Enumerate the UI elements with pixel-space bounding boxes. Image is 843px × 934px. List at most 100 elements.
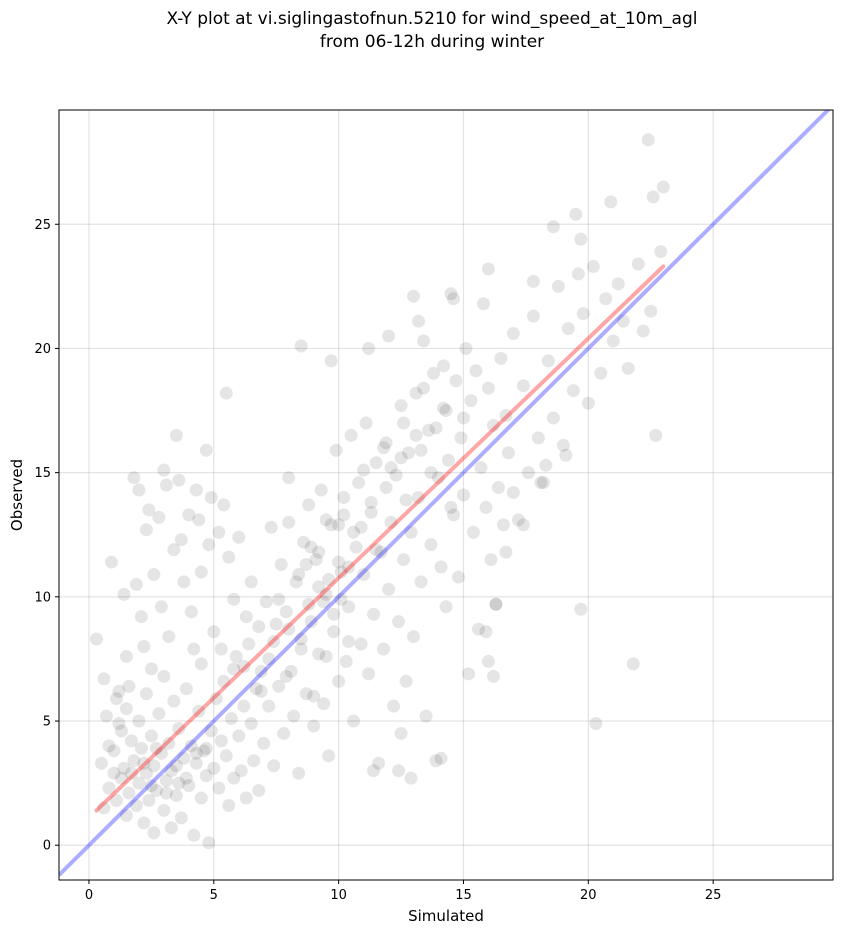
scatter-point	[599, 292, 613, 306]
scatter-point	[294, 642, 308, 656]
scatter-point	[304, 540, 318, 554]
scatter-point	[194, 565, 208, 579]
scatter-point	[444, 500, 458, 514]
scatter-point	[217, 498, 231, 512]
scatter-point	[227, 771, 241, 785]
scatter-point	[174, 811, 188, 825]
scatter-point	[289, 575, 303, 589]
scatter-point	[611, 277, 625, 291]
scatter-point	[257, 736, 271, 750]
scatter-point	[432, 471, 446, 485]
scatter-point	[132, 714, 146, 728]
scatter-point	[107, 744, 121, 758]
scatter-point	[412, 490, 426, 504]
scatter-point	[222, 550, 236, 564]
scatter-point	[117, 761, 131, 775]
scatter-point	[407, 289, 421, 303]
scatter-point	[244, 717, 258, 731]
scatter-point	[162, 630, 176, 644]
scatter-point	[192, 513, 206, 527]
scatter-point	[334, 592, 348, 606]
x-tick-label: 5	[210, 888, 218, 903]
plot-area-frame	[58, 109, 834, 881]
scatter-point	[214, 642, 228, 656]
scatter-point	[464, 394, 478, 408]
y-tick-label: 25	[34, 218, 51, 233]
scatter-point	[404, 525, 418, 539]
scatter-point	[219, 386, 233, 400]
scatter-point	[536, 476, 550, 490]
scatter-point	[437, 359, 451, 373]
scatter-point	[319, 513, 333, 527]
scatter-point	[107, 766, 121, 780]
scatter-point	[262, 652, 276, 666]
scatter-point	[204, 724, 218, 738]
scatter-point	[102, 739, 116, 753]
scatter-point	[184, 605, 198, 619]
scatter-point	[274, 558, 288, 572]
scatter-point	[516, 379, 530, 393]
scatter-point	[367, 607, 381, 621]
scatter-point	[556, 438, 570, 452]
scatter-point	[616, 314, 630, 328]
scatter-point	[451, 570, 465, 584]
scatter-point	[299, 687, 313, 701]
identity-line	[59, 110, 831, 877]
scatter-point	[159, 774, 173, 788]
scatter-point	[437, 401, 451, 415]
scatter-point	[422, 423, 436, 437]
scatter-point	[566, 384, 580, 398]
scatter-point	[279, 605, 293, 619]
x-tick-label: 15	[455, 888, 472, 903]
scatter-point	[147, 567, 161, 581]
scatter-point	[546, 411, 560, 425]
scatter-point	[332, 555, 346, 569]
scatter-point	[172, 721, 186, 735]
y-tick-label: 5	[43, 715, 51, 730]
scatter-point	[534, 476, 548, 490]
scatter-point	[369, 543, 383, 557]
scatter-point	[636, 324, 650, 338]
scatter-point	[132, 776, 146, 790]
scatter-point	[192, 704, 206, 718]
scatter-point	[232, 729, 246, 743]
scatter-point	[581, 396, 595, 410]
scatter-point	[89, 632, 103, 646]
x-axis-ticks: 0 5 10 15 20 25	[85, 880, 721, 903]
scatter-point	[469, 364, 483, 378]
scatter-point	[319, 649, 333, 663]
scatter-point	[264, 520, 278, 534]
scatter-point	[491, 481, 505, 495]
scatter-point	[489, 597, 503, 611]
scatter-point	[119, 702, 133, 716]
scatter-point	[97, 801, 111, 815]
scatter-point	[551, 279, 565, 293]
scatter-point	[382, 582, 396, 596]
scatter-point	[392, 615, 406, 629]
scatter-point	[367, 764, 381, 778]
scatter-point	[267, 759, 281, 773]
scatter-point	[294, 339, 308, 353]
scatter-point	[199, 741, 213, 755]
scatter-point	[199, 443, 213, 457]
scatter-point	[182, 508, 196, 522]
scatter-point	[172, 776, 186, 790]
scatter-point	[149, 741, 163, 755]
scatter-point	[459, 341, 473, 355]
scatter-point	[474, 461, 488, 475]
scatter-point	[559, 448, 573, 462]
scatter-point	[479, 625, 493, 639]
scatter-point	[164, 764, 178, 778]
scatter-point	[209, 692, 223, 706]
scatter-point	[297, 535, 311, 549]
scatter-point	[144, 729, 158, 743]
scatter-point	[169, 428, 183, 442]
scatter-point	[626, 657, 640, 671]
scatter-point	[394, 451, 408, 465]
scatter-point	[207, 761, 221, 775]
scatter-point	[137, 816, 151, 830]
scatter-point	[516, 518, 530, 532]
scatter-point	[109, 692, 123, 706]
scatter-point	[177, 575, 191, 589]
scatter-point	[252, 784, 266, 798]
